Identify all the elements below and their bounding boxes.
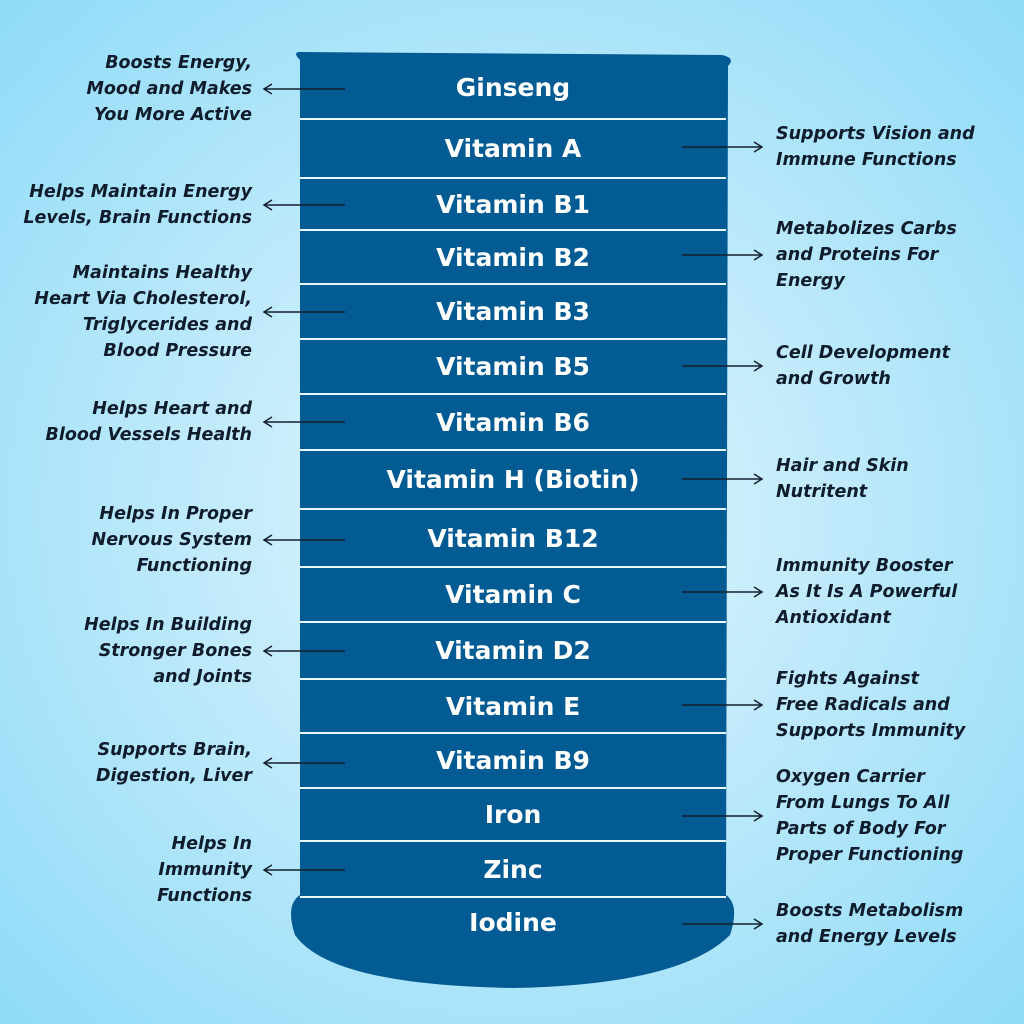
arrow-right-icon <box>753 473 764 485</box>
benefit-description: Cell Development and Growth <box>776 340 950 392</box>
benefit-line: Helps In Building <box>84 615 252 635</box>
benefit-line: Helps In Proper <box>99 504 252 524</box>
benefit-line: Blood Pressure <box>103 341 252 361</box>
benefit-line: Heart Via Cholesterol, <box>34 289 252 309</box>
benefit-description: Fights Against Free Radicals and Supports … <box>776 666 965 744</box>
nutrient-label: Vitamin B6 <box>436 407 590 437</box>
benefit-description: Hair and Skin Nutritent <box>776 453 909 505</box>
benefit-line: Immune Functions <box>776 150 957 170</box>
arrow-left-icon <box>262 199 273 211</box>
arrow-left-icon <box>262 416 273 428</box>
nutrient-label: Vitamin C <box>445 580 581 609</box>
benefit-line: Free Radicals and <box>776 695 950 715</box>
benefit-line: Cell Development <box>776 343 950 363</box>
nutrient-label: Vitamin H (Biotin) <box>386 465 640 494</box>
column-body <box>296 52 731 900</box>
nutrient-label: Ginseng <box>455 72 571 102</box>
benefit-description: Immunity Booster As It Is A Powerful Antio… <box>776 553 957 631</box>
benefit-line: Functioning <box>136 556 252 576</box>
benefit-line: Boosts Energy, <box>105 53 252 73</box>
benefit-line: Functions <box>157 886 252 906</box>
benefit-description: Helps In Immunity Functions <box>157 831 252 909</box>
arrow-right-icon <box>753 141 764 153</box>
benefit-description: Helps Maintain Energy Levels, Brain Funct… <box>23 179 252 231</box>
benefit-description: Boosts Energy, Mood and Makes You More Act… <box>87 50 253 128</box>
benefit-line: Blood Vessels Health <box>45 425 253 445</box>
benefit-line: and Proteins For <box>776 245 939 265</box>
benefit-description: Oxygen Carrier From Lungs To All Parts of … <box>776 764 963 868</box>
benefit-line: Helps Heart and <box>92 399 252 419</box>
arrow-right-icon <box>753 360 764 372</box>
benefit-line: Supports Vision and <box>776 124 975 144</box>
arrow-right-icon <box>753 249 764 261</box>
nutrient-label: Iodine <box>469 907 557 937</box>
benefit-line: From Lungs To All <box>776 793 950 813</box>
nutrient-label: Vitamin B1 <box>436 189 590 219</box>
nutrient-label: Vitamin D2 <box>435 636 591 665</box>
arrow-left-icon <box>262 757 273 769</box>
benefit-line: and Growth <box>776 369 891 389</box>
column-base <box>291 895 735 988</box>
arrow-left-icon <box>262 534 273 546</box>
arrow-right-icon <box>753 810 764 822</box>
benefit-description: Supports Vision and Immune Functions <box>776 121 975 173</box>
nutrient-label: Vitamin B5 <box>436 352 590 381</box>
nutrient-label: Vitamin B2 <box>436 242 590 272</box>
benefit-line: and Energy Levels <box>776 927 957 947</box>
benefit-line: Maintains Healthy <box>72 263 252 283</box>
benefit-line: Levels, Brain Functions <box>23 208 252 228</box>
arrow-left-icon <box>262 645 273 657</box>
benefit-line: Digestion, Liver <box>96 766 252 786</box>
benefit-line: Boosts Metabolism <box>776 901 964 921</box>
benefit-line: Supports Brain, <box>97 740 252 760</box>
benefit-line: Helps In <box>171 834 252 854</box>
benefit-line: Nutritent <box>776 482 868 502</box>
benefit-line: You More Active <box>93 105 252 125</box>
benefit-description: Maintains Healthy Heart Via Cholesterol, T… <box>34 260 252 364</box>
benefit-description: Helps Heart and Blood Vessels Health <box>46 396 253 448</box>
benefit-line: As It Is A Powerful <box>776 582 958 602</box>
benefit-line: Antioxidant <box>776 608 891 628</box>
nutrient-label: Vitamin B9 <box>436 746 590 775</box>
arrow-left-icon <box>262 83 273 95</box>
arrow-right-icon <box>753 586 764 598</box>
benefit-description: Boosts Metabolism and Energy Levels <box>776 898 963 950</box>
benefit-description: Metabolizes Carbs and Proteins For Energy <box>776 216 957 294</box>
benefit-line: and Joints <box>153 667 252 687</box>
benefit-line: Mood and Makes <box>86 79 253 99</box>
benefit-line: Fights Against <box>776 669 919 689</box>
arrow-right-icon <box>753 699 764 711</box>
benefit-line: Energy <box>776 271 845 291</box>
benefit-line: Helps Maintain Energy <box>29 182 252 202</box>
benefit-line: Nervous System <box>91 530 252 550</box>
nutrient-label: Vitamin E <box>445 691 581 721</box>
benefit-description: Helps In Building Stronger Bones and Joint… <box>84 612 252 690</box>
benefit-line: Immunity <box>158 860 252 880</box>
benefit-line: Metabolizes Carbs <box>776 219 957 239</box>
arrow-left-icon <box>262 864 273 876</box>
benefit-description: Helps In Proper Nervous System Functioning <box>92 501 252 579</box>
benefit-line: Oxygen Carrier <box>776 767 925 787</box>
benefit-description: Supports Brain, Digestion, Liver <box>96 737 252 789</box>
benefit-line: Stronger Bones <box>98 641 252 661</box>
arrow-right-icon <box>753 918 764 930</box>
benefit-line: Hair and Skin <box>776 456 909 476</box>
benefit-line: Proper Functioning <box>776 845 964 865</box>
nutrient-label: Zinc <box>483 854 543 884</box>
nutrient-label: Vitamin A <box>444 134 582 163</box>
benefit-line: Triglycerides and <box>82 315 252 335</box>
arrow-left-icon <box>262 306 273 318</box>
benefit-line: Parts of Body For <box>776 819 946 839</box>
benefit-line: Immunity Booster <box>776 556 953 576</box>
nutrient-label: Iron <box>484 800 542 829</box>
nutrient-label: Vitamin B3 <box>436 297 590 326</box>
nutrient-label: Vitamin B12 <box>427 523 599 553</box>
benefit-line: Supports Immunity <box>776 721 966 741</box>
